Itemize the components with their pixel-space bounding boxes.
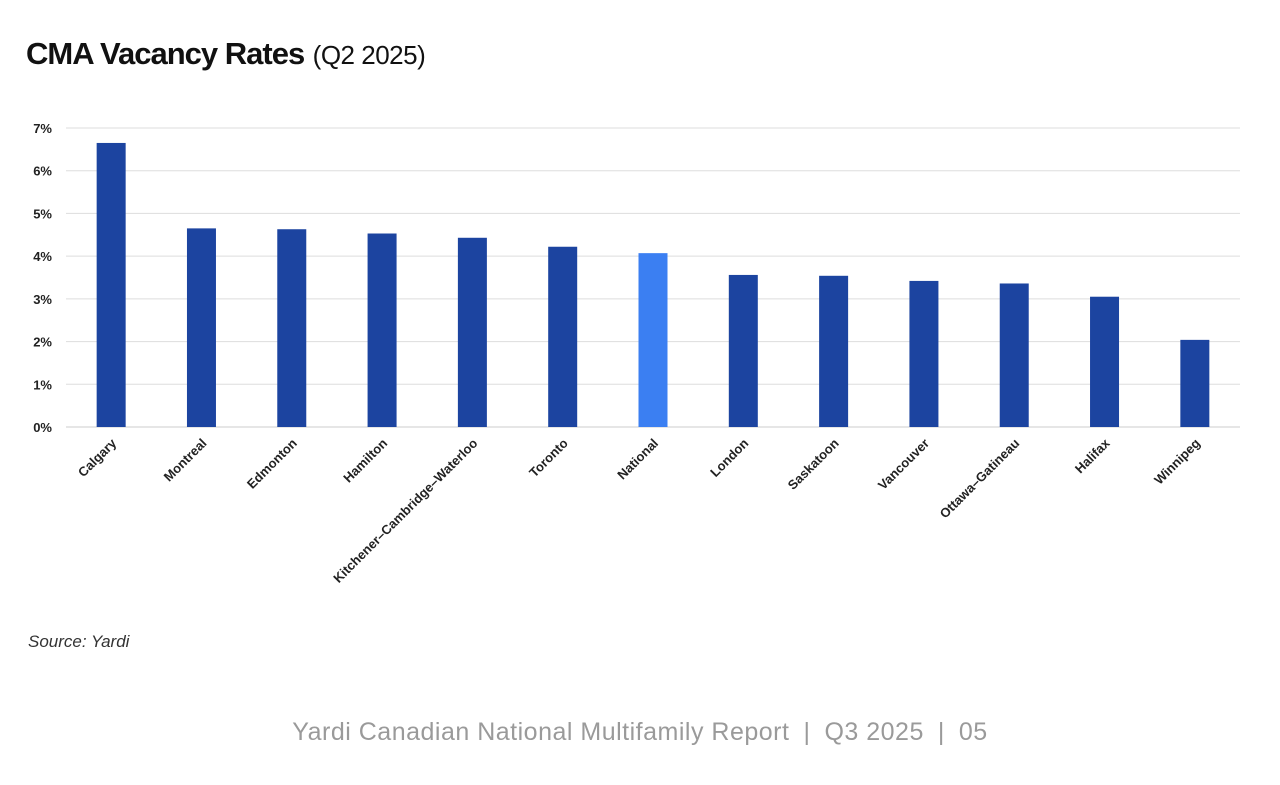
x-tick-label: London [707,435,751,479]
bar-halifax [1090,296,1120,427]
footer-period: Q3 2025 [824,718,924,746]
y-tick-label: 7% [33,121,52,136]
y-tick-label: 1% [33,377,52,392]
y-axis-ticks: 0% 1% 2% 3% 4% 5% 6% 7% [33,121,52,435]
bar-toronto [548,246,578,427]
bar-calgary [96,142,126,427]
y-tick-label: 4% [33,249,52,264]
bars [96,142,1210,427]
source-note: Source: Yardi [28,632,130,651]
x-tick-label: Ottawa–Gatineau [937,435,1023,521]
bar-ottawa-gatineau [999,283,1029,427]
bar-london [728,274,758,427]
x-tick-label: Montreal [161,436,210,485]
bar-chart: 0% 1% 2% 3% 4% 5% 6% 7% Calgary Montreal Edmonton… [33,121,1240,586]
chart-title: CMA Vacancy Rates [26,36,305,71]
bar-montreal [186,228,216,427]
bar-national [638,253,668,427]
bar-edmonton [277,229,307,427]
page-footer: Yardi Canadian National Multifamily Repo… [0,718,1280,747]
x-tick-label: Saskatoon [785,435,842,492]
bar-saskatoon [819,275,849,427]
chart-subtitle: (Q2 2025) [312,40,426,70]
footer-separator: | [937,718,945,746]
x-tick-label: Vancouver [875,436,932,493]
bar-hamilton [367,233,397,427]
y-tick-label: 5% [33,206,52,221]
x-tick-label: Kitchener–Cambridge–Waterloo [330,435,480,585]
footer-page-number: 05 [958,718,988,746]
y-tick-label: 3% [33,292,52,307]
page-title: CMA Vacancy Rates (Q2 2025) [26,36,426,72]
x-tick-label: Toronto [526,435,571,480]
bar-vancouver [909,280,939,427]
x-tick-label: Winnipeg [1151,435,1203,487]
x-tick-label: Edmonton [244,435,300,491]
bar-winnipeg [1180,339,1210,427]
y-tick-label: 2% [33,335,52,350]
x-tick-label: Hamilton [340,435,390,485]
x-tick-label: Calgary [75,435,120,480]
y-tick-label: 6% [33,164,52,179]
y-tick-label: 0% [33,420,52,435]
footer-separator: | [803,718,811,746]
x-tick-label: National [614,436,661,483]
x-axis-labels: Calgary Montreal Edmonton HamiltonKitchener… [75,435,1203,586]
x-tick-label: Halifax [1072,435,1113,476]
footer-report-name: Yardi Canadian National Multifamily Repo… [292,718,790,746]
bar-kitchener-cambridge-waterloo [457,237,487,427]
